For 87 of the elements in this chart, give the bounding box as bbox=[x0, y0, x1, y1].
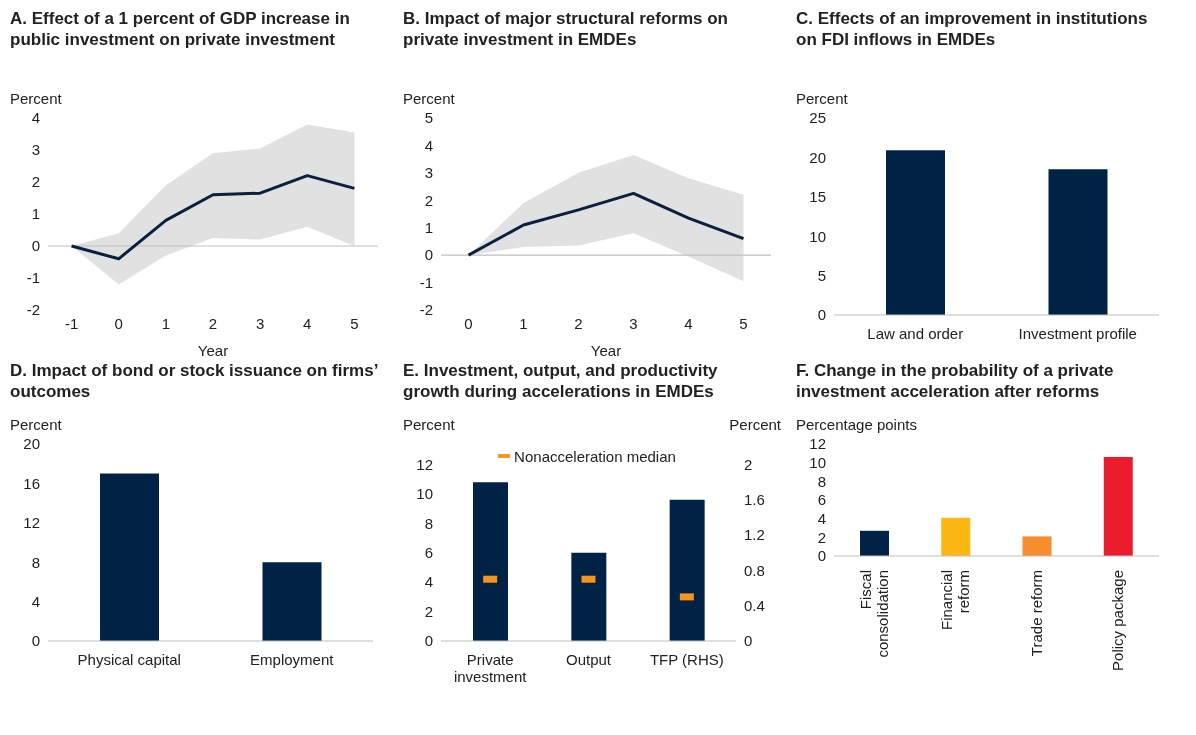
y-tick-label: 0 bbox=[817, 547, 826, 565]
y-axis-title: Percent bbox=[795, 90, 848, 109]
y-tick-label: 20 bbox=[23, 435, 40, 453]
x-tick-label: 4 bbox=[684, 314, 693, 332]
y-tick-label: 12 bbox=[809, 435, 826, 453]
y-tick-label: 12 bbox=[23, 514, 40, 532]
y-tick-label: -2 bbox=[26, 301, 40, 319]
y-tick-label: 10 bbox=[809, 227, 826, 245]
bar bbox=[941, 517, 971, 556]
x-tick-label: 3 bbox=[629, 314, 638, 332]
x-tick-label: Employment bbox=[250, 651, 335, 668]
y-tick-label: 1 bbox=[31, 205, 40, 223]
chart-title: B. Impact of major structural reforms on private investment in EMDEs bbox=[402, 8, 729, 51]
x-tick-label: Trade reform bbox=[1028, 570, 1046, 657]
chart-title: A. Effect of a 1 percent of GDP increase in public investment on private investment bbox=[9, 8, 351, 51]
bar bbox=[1103, 457, 1133, 556]
y-tick-label: 2 bbox=[817, 528, 826, 546]
y-tick-label: 16 bbox=[23, 474, 40, 492]
y-tick-label: 2 bbox=[424, 191, 433, 209]
y-tick-label: 8 bbox=[424, 514, 433, 532]
chart-title: E. Investment, output, and productivity growth during accelerations in EMDEs bbox=[402, 360, 719, 403]
y-tick-label: 12 bbox=[416, 455, 433, 473]
y-tick-label: 4 bbox=[31, 109, 40, 127]
x-tick-label: 1 bbox=[519, 314, 528, 332]
y-tick-label: 20 bbox=[809, 148, 826, 166]
y-tick-label: 0 bbox=[424, 246, 433, 264]
y2-tick-label: 2 bbox=[744, 455, 753, 473]
x-tick-label: 0 bbox=[464, 314, 473, 332]
chart-title: D. Impact of bond or stock issuance on firms’ outcomes bbox=[9, 360, 379, 403]
x-tick-label: Physical capital bbox=[77, 651, 181, 668]
y-axis-title: Percentage points bbox=[795, 416, 917, 435]
x-tick-label: 0 bbox=[114, 314, 123, 332]
y-tick-label: 10 bbox=[809, 453, 826, 471]
x-tick-label: 5 bbox=[350, 314, 359, 332]
bar bbox=[1022, 536, 1052, 556]
y-tick-label: 6 bbox=[817, 491, 826, 509]
x-tick-label: Investment profile bbox=[1018, 325, 1137, 342]
y-tick-label: 8 bbox=[817, 472, 826, 490]
x-tick-label: 5 bbox=[739, 314, 748, 332]
chart-title: F. Change in the probability of a private investment acceleration after reforms bbox=[795, 360, 1115, 403]
y2-tick-label: 0.8 bbox=[744, 561, 765, 579]
y-tick-label: 10 bbox=[416, 485, 433, 503]
x-tick-label: 2 bbox=[574, 314, 583, 332]
y-tick-label: 3 bbox=[31, 141, 40, 159]
y-axis-title: Percent bbox=[402, 416, 455, 435]
x-tick-label: 4 bbox=[303, 314, 312, 332]
chart-title: C. Effects of an improvement in institutions on FDI inflows in EMDEs bbox=[795, 8, 1149, 51]
x-tick-label: Financial reform bbox=[938, 570, 973, 631]
x-tick-label: Policy package bbox=[1109, 570, 1127, 671]
x-tick-label: -1 bbox=[64, 314, 79, 332]
y-tick-label: 4 bbox=[817, 509, 826, 527]
y2-tick-label: 1.6 bbox=[744, 491, 765, 509]
y-tick-label: 3 bbox=[424, 164, 433, 182]
y-tick-label: 4 bbox=[424, 136, 433, 154]
y-axis-title: Percent bbox=[9, 416, 62, 435]
y2-tick-label: 0.4 bbox=[744, 597, 765, 615]
y-tick-label: 8 bbox=[31, 553, 40, 571]
legend-label: Nonacceleration median bbox=[513, 447, 676, 465]
x-tick-label: Law and order bbox=[867, 325, 964, 342]
x-tick-label: 3 bbox=[255, 314, 265, 332]
bar bbox=[860, 530, 889, 556]
y-tick-label: -2 bbox=[419, 301, 433, 319]
y-tick-label: -1 bbox=[26, 269, 40, 287]
x-tick-label: Output bbox=[565, 651, 612, 668]
y-tick-label: 4 bbox=[31, 592, 40, 610]
y-tick-label: 15 bbox=[809, 188, 826, 206]
x-tick-label: Private investment bbox=[453, 651, 528, 685]
y-axis-title: Percent bbox=[9, 90, 62, 109]
x-tick-label: 1 bbox=[161, 314, 171, 332]
y-tick-label: 25 bbox=[809, 109, 826, 127]
x-axis-title: Year bbox=[197, 342, 229, 359]
x-axis-title: Year bbox=[590, 342, 622, 359]
y-tick-label: 2 bbox=[31, 173, 40, 191]
y2-tick-label: 1.2 bbox=[744, 526, 765, 544]
y-axis-title: Percent bbox=[402, 90, 455, 109]
y-tick-label: 6 bbox=[424, 544, 433, 562]
y2-axis-title: Percent bbox=[729, 416, 781, 435]
y-tick-label: 5 bbox=[424, 109, 433, 127]
line-series bbox=[70, 174, 356, 261]
line-series bbox=[467, 191, 745, 257]
y-tick-label: -1 bbox=[419, 273, 433, 291]
x-tick-label: TFP (RHS) bbox=[649, 651, 724, 668]
y-tick-label: 5 bbox=[817, 266, 826, 284]
x-tick-label: Fiscal consolidation bbox=[857, 570, 892, 658]
y-tick-label: 1 bbox=[424, 219, 433, 237]
y-tick-label: 0 bbox=[31, 237, 40, 255]
x-tick-label: 2 bbox=[208, 314, 218, 332]
